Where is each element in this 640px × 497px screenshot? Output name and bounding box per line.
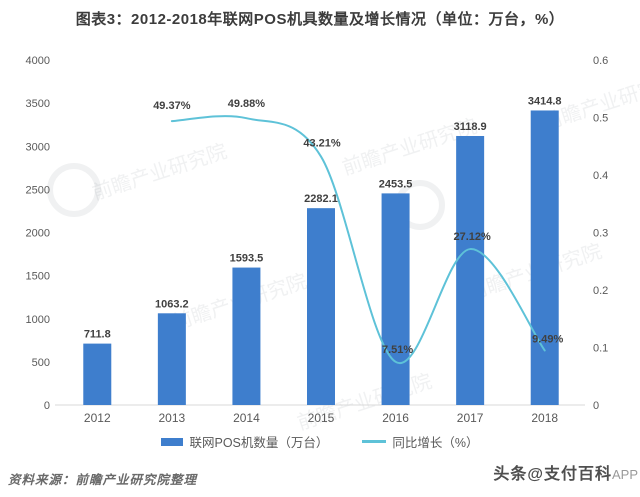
legend-label-growth: 同比增长（%） [392,436,479,450]
chart-legend: 联网POS机数量（万台） 同比增长（%） [0,432,640,451]
x-axis-label-2015: 2015 [308,411,335,425]
bar-label-2012: 711.8 [84,329,111,341]
toutiao-watermark: 头条@支付百科APP [493,460,638,484]
left-axis-tick-3000: 3000 [26,141,50,153]
chart-title: 图表3：2012-2018年联网POS机具数量及增长情况（单位：万台，%） [75,11,565,28]
left-axis-tick-2500: 2500 [26,184,50,196]
line-label-2015: 43.21% [303,138,341,150]
left-axis-tick-1500: 1500 [26,271,50,283]
right-axis-tick-0.5: 0.5 [593,113,608,125]
x-axis-label-2018: 2018 [531,411,558,425]
left-axis-tick-0: 0 [44,400,50,412]
bar-label-2014: 1593.5 [230,253,264,265]
background-watermark-text: 前瞻产业研究院 [89,140,229,205]
legend-label-pos-count: 联网POS机数量（万台） [189,436,329,450]
line-label-2018: 9.49% [532,333,563,345]
x-axis-label-2013: 2013 [159,411,186,425]
app-watermark-suffix: APP [611,467,638,482]
left-axis-tick-1000: 1000 [26,314,50,326]
right-axis-tick-0.4: 0.4 [593,170,608,182]
bar-2013 [157,313,186,405]
left-axis-tick-500: 500 [32,357,50,369]
line-label-2016: 7.51% [382,344,413,356]
legend-item-growth: 同比增长（%） [362,432,479,451]
bar-series-swatch-icon [161,437,184,446]
bar-label-2015: 2282.1 [304,193,338,205]
bar-2016 [381,193,410,405]
right-axis-tick-0.2: 0.2 [593,285,608,297]
x-axis-label-2012: 2012 [84,411,111,425]
legend-item-pos-count: 联网POS机数量（万台） [161,432,328,451]
bar-label-2018: 3414.8 [528,95,562,107]
line-label-2014: 49.88% [228,98,266,110]
bar-label-2016: 2453.5 [379,178,413,190]
right-axis-tick-0: 0 [593,400,599,412]
bar-2018 [530,110,559,405]
toutiao-watermark-text: 头条@支付百科 [493,466,612,483]
background-watermark-logo-icon [47,163,101,217]
bar-2015 [307,208,335,405]
data-source-note: 资料来源：前瞻产业研究院整理 [8,473,198,487]
right-axis-tick-0.6: 0.6 [593,55,608,67]
right-axis-tick-0.1: 0.1 [593,343,608,355]
bar-label-2017: 3118.9 [454,121,487,133]
x-axis-label-2017: 2017 [457,411,484,425]
bar-label-2013: 1063.2 [155,298,189,310]
growth-line [170,115,546,365]
left-axis-tick-3500: 3500 [26,98,50,110]
bar-2012 [83,343,112,405]
line-label-2017: 27.12% [453,231,491,243]
line-series-swatch-icon [362,440,387,443]
left-axis-tick-2000: 2000 [26,228,50,240]
x-axis-label-2014: 2014 [233,411,260,425]
line-label-2013: 49.37% [153,100,191,112]
left-axis-tick-4000: 4000 [26,55,50,67]
x-axis-label-2016: 2016 [382,411,409,425]
bar-2014 [232,267,261,405]
bar-2017 [456,135,485,405]
right-axis-tick-0.3: 0.3 [593,228,608,240]
